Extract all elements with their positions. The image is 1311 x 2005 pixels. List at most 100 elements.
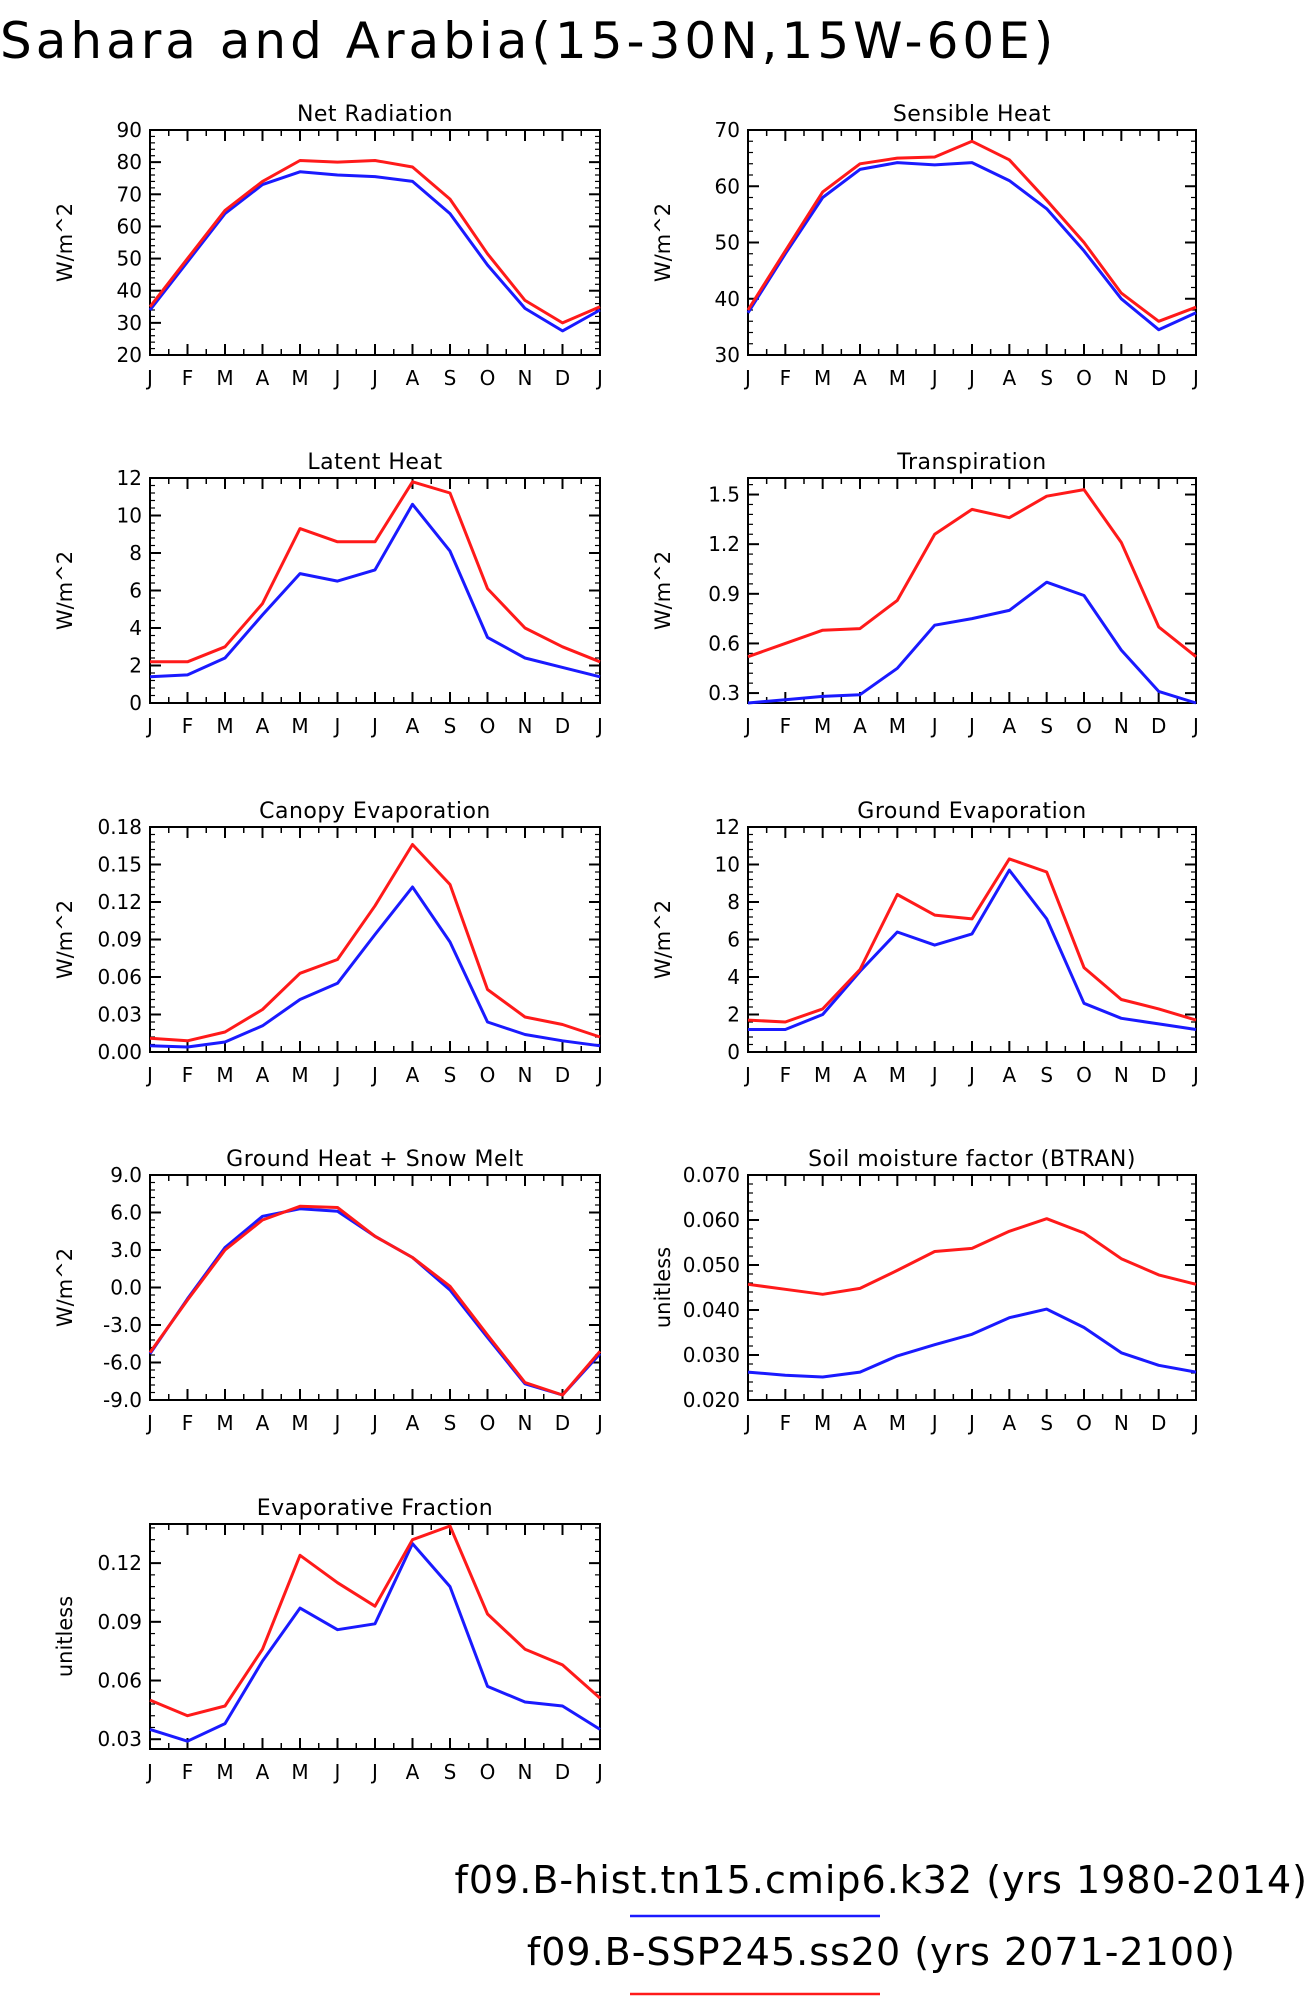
y-tick-label: 0 <box>727 1040 740 1064</box>
legend: f09.B-hist.tn15.cmip6.k32 (yrs 1980-2014… <box>455 1858 1308 1996</box>
series-line-hist <box>149 885 601 1049</box>
x-tick-label: D <box>1151 1411 1166 1435</box>
x-tick-label: F <box>182 1063 194 1087</box>
x-tick-label: N <box>1114 1063 1129 1087</box>
x-tick-label: A <box>256 1760 270 1784</box>
x-tick-label: N <box>518 366 533 390</box>
x-tick-label: J <box>333 1760 341 1784</box>
x-tick-label: O <box>480 714 496 738</box>
plot-frame <box>149 477 601 704</box>
y-tick-label: 0.050 <box>683 1253 740 1277</box>
x-tick-label: O <box>1076 1063 1092 1087</box>
x-tick-label: D <box>555 1063 570 1087</box>
x-tick-label: J <box>370 1760 378 1784</box>
y-tick-label: 4 <box>727 965 740 989</box>
x-tick-label: A <box>406 1063 420 1087</box>
y-tick-label: 0.09 <box>97 1610 142 1634</box>
x-tick-label: M <box>216 714 233 738</box>
y-tick-label: 0.6 <box>708 631 740 655</box>
y-tick-label: 0.03 <box>97 1727 142 1751</box>
y-tick-label: 8 <box>129 541 142 565</box>
y-tick-label: -9.0 <box>103 1388 142 1412</box>
x-tick-label: S <box>1040 1411 1053 1435</box>
x-tick-label: A <box>853 1063 867 1087</box>
plot-frame <box>149 1174 601 1401</box>
chart-title: Transpiration <box>896 450 1046 475</box>
y-tick-label: 3.0 <box>110 1238 142 1262</box>
x-tick-label: J <box>930 1411 938 1435</box>
x-tick-label: J <box>967 1411 975 1435</box>
y-tick-label: 0.9 <box>708 582 740 606</box>
y-tick-label: 40 <box>117 279 142 303</box>
y-tick-label: 20 <box>117 343 142 367</box>
y-tick-label: 60 <box>117 214 142 238</box>
x-tick-label: J <box>743 1411 751 1435</box>
x-tick-label: A <box>406 1411 420 1435</box>
x-tick-label: M <box>291 714 308 738</box>
legend-label-hist: f09.B-hist.tn15.cmip6.k32 (yrs 1980-2014… <box>455 1858 1308 1902</box>
y-tick-label: 12 <box>117 466 142 490</box>
x-tick-label: F <box>780 714 792 738</box>
x-tick-label: J <box>145 1063 153 1087</box>
x-tick-label: J <box>967 714 975 738</box>
series-line-hist <box>148 170 601 333</box>
x-tick-label: J <box>595 1760 603 1784</box>
x-tick-label: J <box>595 366 603 390</box>
series-line-hist <box>747 1307 1197 1379</box>
x-tick-label: D <box>555 366 570 390</box>
x-tick-label: F <box>780 1063 792 1087</box>
series-line-hist <box>149 1542 601 1743</box>
x-tick-label: F <box>182 714 194 738</box>
x-tick-label: F <box>182 1411 194 1435</box>
y-tick-label: 0.030 <box>683 1343 740 1367</box>
x-tick-label: A <box>1002 714 1016 738</box>
series-line-hist <box>748 868 1197 1031</box>
y-tick-label: 60 <box>715 174 740 198</box>
y-axis-label: W/m^2 <box>53 1248 77 1327</box>
y-tick-label: 10 <box>117 504 142 528</box>
y-tick-label: 0.040 <box>683 1298 740 1322</box>
series-line-hist <box>747 580 1197 705</box>
x-tick-label: A <box>853 714 867 738</box>
x-tick-label: J <box>145 1760 153 1784</box>
x-tick-label: A <box>406 714 420 738</box>
x-tick-label: N <box>1114 1411 1129 1435</box>
y-tick-label: 4 <box>129 616 142 640</box>
x-tick-label: J <box>333 714 341 738</box>
x-tick-label: S <box>444 1760 457 1784</box>
x-tick-label: D <box>555 714 570 738</box>
legend-label-ssp: f09.B-SSP245.ss20 (yrs 2071-2100) <box>527 1930 1236 1974</box>
y-tick-label: 80 <box>117 150 142 174</box>
x-tick-label: J <box>930 714 938 738</box>
x-tick-label: M <box>889 714 906 738</box>
x-tick-label: O <box>1076 714 1092 738</box>
series-line-ssp245 <box>149 1524 601 1718</box>
x-tick-label: J <box>1191 1411 1199 1435</box>
series-line-ssp245 <box>150 480 601 664</box>
x-tick-label: O <box>480 1063 496 1087</box>
x-tick-label: F <box>182 1760 194 1784</box>
x-tick-label: J <box>1191 714 1199 738</box>
x-tick-label: A <box>256 1411 270 1435</box>
y-tick-label: 2 <box>727 1003 740 1027</box>
chart-title: Canopy Evaporation <box>259 799 491 824</box>
x-tick-label: N <box>518 1760 533 1784</box>
x-tick-label: F <box>780 366 792 390</box>
x-tick-label: M <box>216 1063 233 1087</box>
y-tick-label: 0.12 <box>97 890 142 914</box>
x-tick-label: A <box>406 1760 420 1784</box>
series-line-hist <box>149 502 601 679</box>
x-tick-label: M <box>291 1063 308 1087</box>
series-line-ssp245 <box>747 488 1197 659</box>
x-tick-label: A <box>853 366 867 390</box>
series-line-ssp245 <box>149 843 601 1043</box>
y-tick-label: -3.0 <box>103 1313 142 1337</box>
y-axis-label: W/m^2 <box>651 900 675 979</box>
y-tick-label: 0.15 <box>97 853 142 877</box>
